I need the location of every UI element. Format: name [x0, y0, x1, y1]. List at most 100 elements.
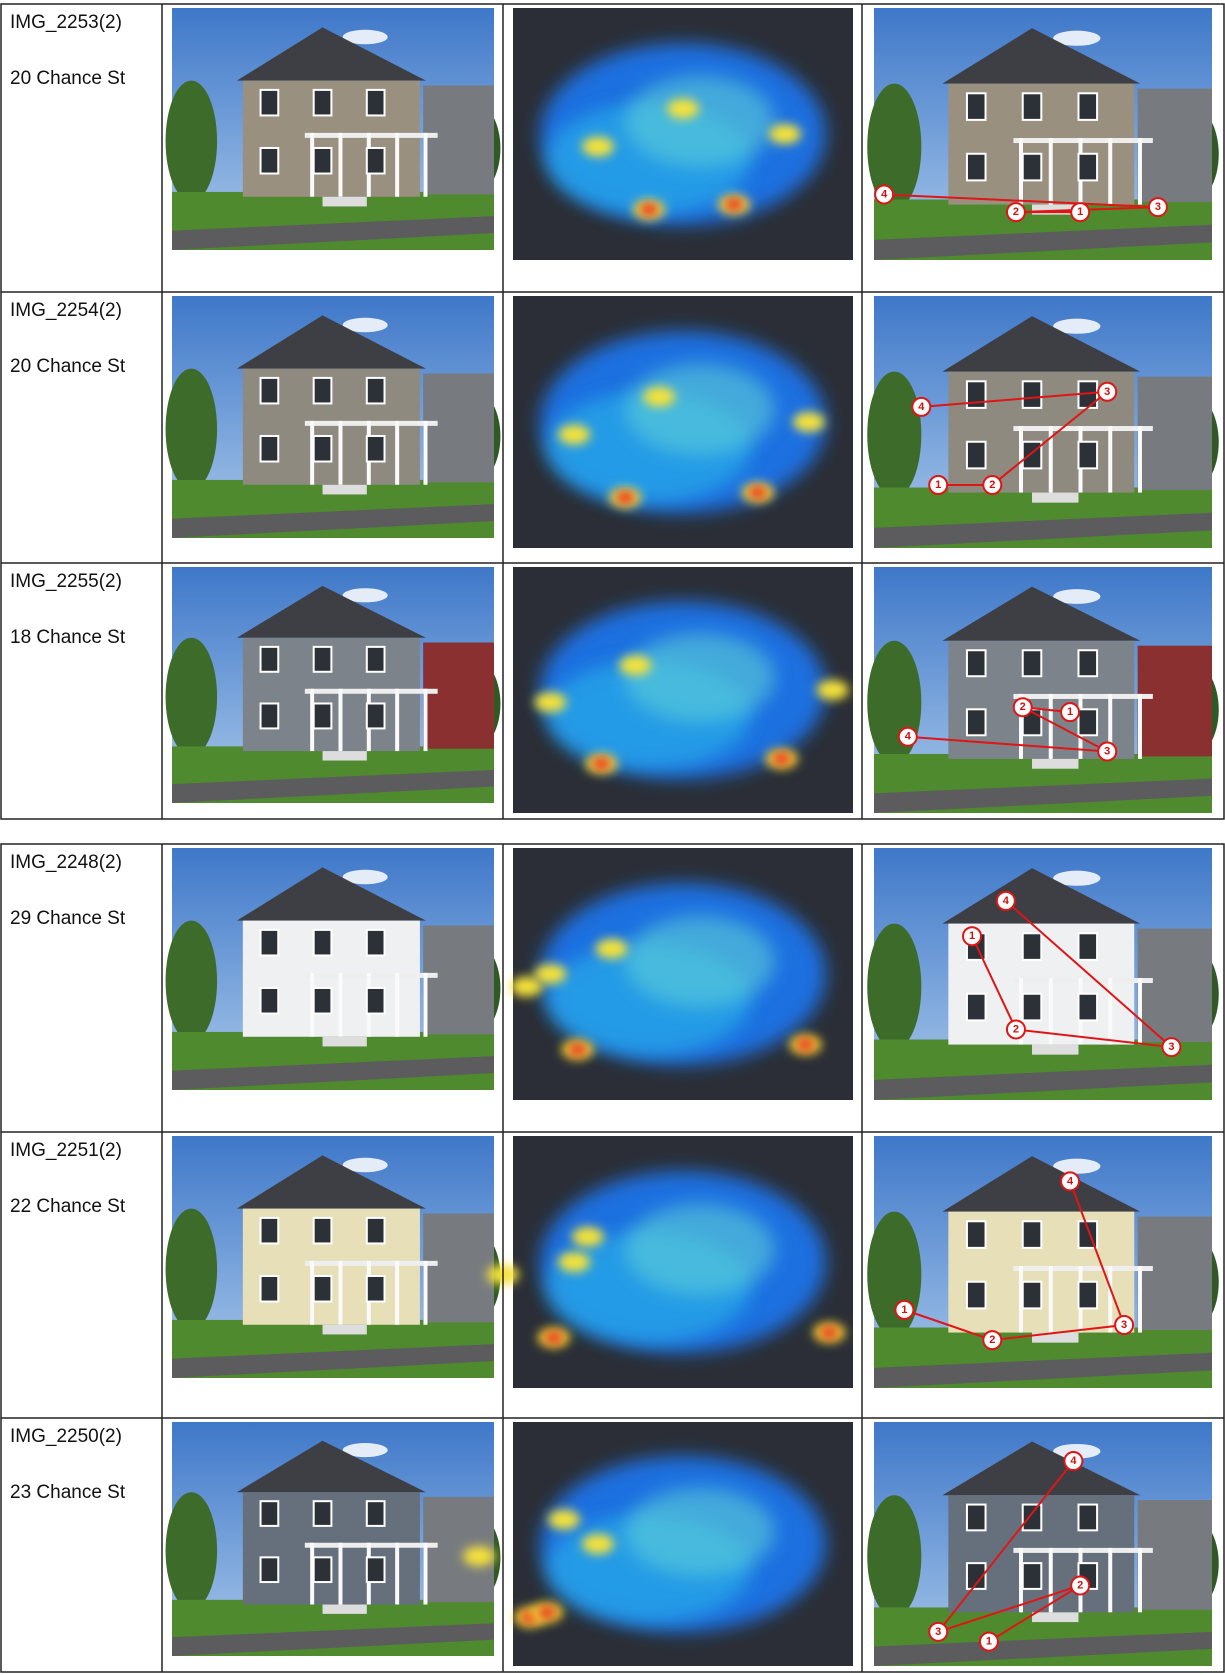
column	[395, 1542, 400, 1605]
step	[322, 751, 367, 761]
window	[1021, 932, 1043, 961]
porch-roof	[304, 1260, 438, 1266]
heat-spot	[571, 1226, 604, 1247]
window	[259, 1556, 280, 1584]
heat-peak	[796, 1038, 815, 1051]
column	[338, 1260, 343, 1325]
column	[1048, 978, 1053, 1045]
fixation-marker	[1070, 1575, 1091, 1596]
scanpath-photo: 1 2 3 4	[867, 296, 1219, 548]
fixation-number: 3	[1104, 746, 1110, 758]
tree	[867, 1211, 922, 1338]
table-row: IMG_2255(2) 18 Chance St 1 2 3 4	[10, 567, 1219, 813]
column	[1048, 1547, 1053, 1613]
heatmap	[513, 8, 853, 260]
heat-spot	[534, 964, 567, 984]
tree	[867, 371, 922, 498]
fixation-marker	[978, 1631, 999, 1652]
window	[1021, 1220, 1043, 1249]
cloud	[1053, 1158, 1101, 1174]
window	[1021, 1562, 1043, 1590]
fixation-number: 2	[989, 479, 995, 491]
road	[172, 504, 494, 538]
photo	[165, 848, 501, 1090]
column	[310, 132, 315, 197]
heat-peak	[592, 757, 611, 770]
window	[1077, 1280, 1099, 1310]
road	[874, 778, 1212, 813]
image-id: IMG_2248(2)	[10, 852, 122, 873]
window	[312, 645, 333, 673]
porch-roof	[304, 420, 438, 426]
fixation-number: 1	[969, 930, 975, 942]
column	[1108, 426, 1113, 493]
window	[1077, 992, 1099, 1022]
fixation-marker	[995, 890, 1016, 911]
address: 18 Chance St	[10, 627, 126, 648]
fixation-marker	[1063, 1451, 1084, 1472]
fixation-number: 3	[935, 1626, 941, 1638]
heat-spot	[548, 1509, 580, 1530]
window	[365, 928, 386, 957]
step	[1032, 1332, 1079, 1343]
column	[1137, 693, 1142, 759]
column	[1108, 693, 1113, 759]
heat-peak	[568, 1043, 587, 1056]
neighbour	[1137, 1216, 1212, 1331]
column	[423, 688, 428, 752]
roof	[236, 585, 426, 638]
heat-spot	[510, 976, 543, 997]
column	[1137, 1266, 1142, 1333]
window	[1077, 152, 1099, 182]
fixation-marker	[962, 926, 983, 947]
column	[1019, 978, 1024, 1045]
window	[965, 92, 987, 121]
heat-blob	[625, 1487, 775, 1576]
roof	[236, 1155, 426, 1209]
fixation-number: 2	[1013, 206, 1019, 218]
fixation-number: 2	[1020, 701, 1026, 713]
heat-spot	[792, 412, 825, 432]
window	[1021, 1503, 1043, 1532]
neighbour	[423, 925, 494, 1035]
fixation-marker	[982, 1330, 1003, 1351]
address: 22 Chance St	[10, 1196, 126, 1217]
column	[1048, 693, 1053, 759]
window	[965, 1562, 987, 1590]
column	[395, 420, 400, 485]
window	[365, 1216, 386, 1245]
heat-peak	[616, 491, 635, 504]
column	[395, 132, 400, 197]
fixation-number: 3	[1104, 386, 1110, 398]
roof	[942, 868, 1141, 924]
window	[259, 1216, 280, 1245]
fixation-number: 4	[1067, 1175, 1074, 1187]
porch-roof	[304, 688, 438, 694]
column	[310, 1260, 315, 1325]
heat-blob	[625, 76, 775, 167]
heat-spot	[534, 692, 567, 713]
window	[365, 702, 386, 730]
window	[259, 1500, 280, 1527]
heatmap	[513, 567, 853, 813]
neighbour	[423, 642, 494, 749]
window	[365, 434, 386, 463]
window	[259, 645, 280, 673]
fixation-marker	[1060, 1171, 1081, 1192]
window	[1077, 649, 1099, 678]
road	[172, 216, 494, 250]
scanpath-photo: 1 2 3 4	[867, 1422, 1219, 1666]
heat-blob	[625, 1204, 775, 1295]
window	[312, 376, 333, 405]
image-id: IMG_2254(2)	[10, 300, 122, 321]
address: 23 Chance St	[10, 1482, 126, 1503]
photo	[165, 1422, 501, 1656]
road	[874, 1631, 1212, 1666]
porch-roof	[1013, 1266, 1153, 1272]
column	[338, 420, 343, 485]
column	[395, 972, 400, 1037]
tree	[165, 1492, 218, 1610]
window	[259, 434, 280, 463]
tree	[165, 1208, 218, 1330]
fixation-number: 4	[1003, 895, 1010, 907]
